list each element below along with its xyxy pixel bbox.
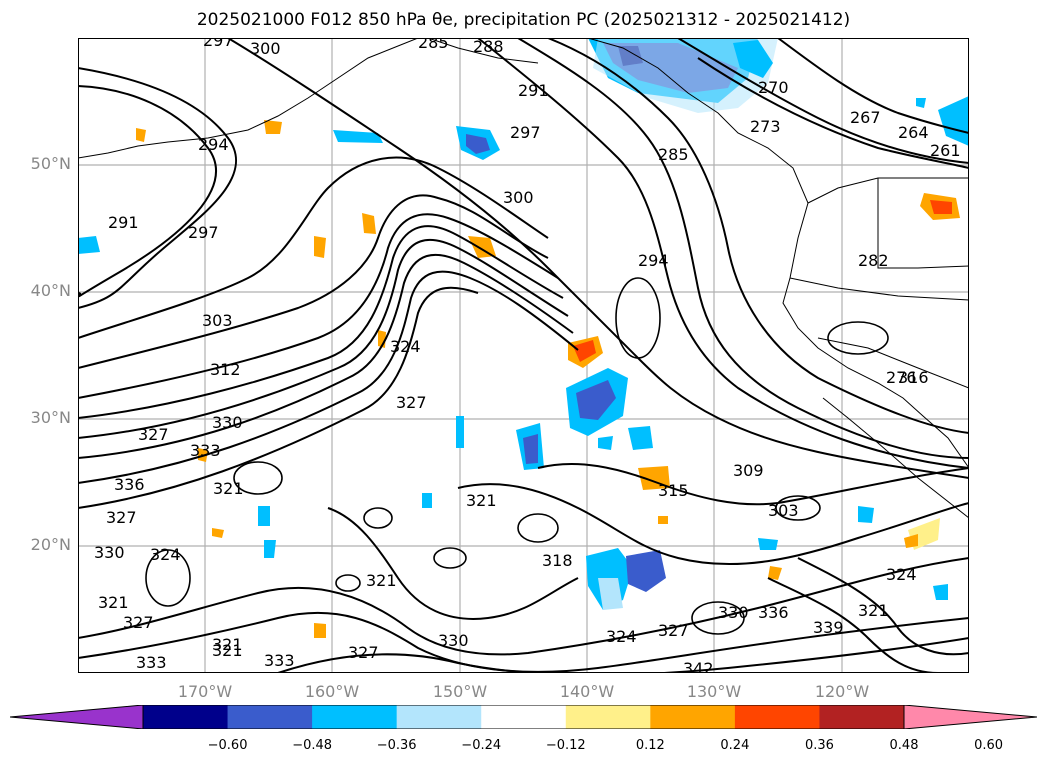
svg-text:333: 333 (190, 441, 221, 460)
svg-text:321: 321 (212, 635, 243, 654)
svg-text:312: 312 (210, 360, 241, 379)
svg-text:261: 261 (930, 141, 961, 160)
svg-text:327: 327 (106, 508, 137, 527)
svg-text:324: 324 (390, 337, 421, 356)
svg-text:285: 285 (418, 38, 449, 52)
lon-label-120w: 120°W (814, 682, 870, 701)
svg-text:276: 276 (886, 368, 917, 387)
lat-label-40n: 40°N (30, 281, 71, 300)
colorbar-tick-label: 0.60 (974, 738, 1004, 753)
colorbar-segment (565, 705, 651, 729)
colorbar-segment (734, 705, 820, 729)
svg-text:291: 291 (108, 213, 139, 232)
svg-text:303: 303 (202, 311, 233, 330)
svg-text:336: 336 (114, 475, 145, 494)
svg-text:330: 330 (94, 543, 125, 562)
colorbar-extend-min (10, 705, 144, 729)
colorbar-segment (312, 705, 398, 729)
lon-label-170w: 170°W (177, 682, 233, 701)
svg-text:333: 333 (136, 653, 167, 672)
lat-label-20n: 20°N (30, 535, 71, 554)
lon-label-160w: 160°W (304, 682, 360, 701)
theta-e-contours (78, 38, 969, 673)
svg-text:316: 316 (898, 368, 929, 387)
svg-text:336: 336 (758, 603, 789, 622)
svg-text:321: 321 (98, 593, 129, 612)
colorbar (10, 705, 1037, 729)
svg-text:324: 324 (606, 627, 637, 646)
colorbar-tick-label: 0.48 (889, 738, 919, 753)
svg-text:330: 330 (718, 603, 749, 622)
svg-text:297: 297 (188, 223, 219, 242)
svg-text:321: 321 (213, 479, 244, 498)
svg-text:327: 327 (138, 425, 169, 444)
svg-text:291: 291 (518, 81, 549, 100)
colorbar-tick-label: −0.12 (545, 738, 586, 753)
colorbar-tick-label: −0.60 (207, 738, 248, 753)
svg-text:309: 309 (733, 461, 764, 480)
map-area[interactable]: 297 300 285 288 291 297 294 270 273 264 … (78, 38, 969, 673)
lat-label-30n: 30°N (30, 408, 71, 427)
svg-text:300: 300 (250, 39, 281, 58)
colorbar-tick-label: 0.36 (804, 738, 834, 753)
svg-text:321: 321 (212, 641, 243, 660)
svg-text:327: 327 (396, 393, 427, 412)
svg-text:327: 327 (348, 643, 379, 662)
lat-label-50n: 50°N (30, 154, 71, 173)
colorbar-extend-max (903, 705, 1037, 729)
svg-text:303: 303 (768, 501, 799, 520)
lon-label-130w: 130°W (686, 682, 742, 701)
colorbar-segment (227, 705, 313, 729)
colorbar-tick-label: −0.24 (461, 738, 502, 753)
svg-text:297: 297 (203, 38, 234, 50)
svg-text:315: 315 (658, 481, 689, 500)
svg-text:321: 321 (858, 601, 889, 620)
colorbar-segment (396, 705, 482, 729)
svg-text:321: 321 (466, 491, 497, 510)
coastlines (78, 38, 969, 519)
colorbar-tick-label: 0.12 (635, 738, 665, 753)
svg-text:324: 324 (150, 545, 181, 564)
colorbar-segment (481, 705, 567, 729)
colorbar-segment (819, 705, 905, 729)
svg-text:300: 300 (503, 188, 534, 207)
lon-label-150w: 150°W (432, 682, 488, 701)
small-contours (145, 277, 889, 635)
svg-text:264: 264 (898, 123, 929, 142)
svg-text:330: 330 (212, 413, 243, 432)
svg-text:318: 318 (542, 551, 573, 570)
contour-labels: 297 300 285 288 291 297 294 270 273 264 … (94, 38, 961, 673)
map-svg: 297 300 285 288 291 297 294 270 273 264 … (78, 38, 969, 673)
svg-text:333: 333 (264, 651, 295, 670)
colorbar-tick-label: 0.24 (720, 738, 750, 753)
svg-text:294: 294 (638, 251, 669, 270)
svg-text:330: 330 (438, 631, 469, 650)
svg-text:321: 321 (366, 571, 397, 590)
svg-text:297: 297 (510, 123, 541, 142)
svg-text:324: 324 (886, 565, 917, 584)
precipitation-shading (78, 38, 969, 638)
svg-text:342: 342 (683, 659, 714, 673)
svg-text:327: 327 (658, 621, 689, 640)
svg-text:273: 273 (750, 117, 781, 136)
colorbar-segment (650, 705, 736, 729)
colorbar-tick-label: −0.36 (376, 738, 417, 753)
svg-text:270: 270 (758, 78, 789, 97)
lon-label-140w: 140°W (559, 682, 615, 701)
svg-text:339: 339 (813, 618, 844, 637)
svg-text:288: 288 (473, 38, 504, 56)
svg-text:267: 267 (850, 108, 881, 127)
svg-text:285: 285 (658, 145, 689, 164)
svg-text:282: 282 (858, 251, 889, 270)
map-title: 2025021000 F012 850 hPa θe, precipitatio… (196, 10, 851, 30)
svg-text:294: 294 (198, 135, 229, 154)
svg-text:327: 327 (123, 613, 154, 632)
colorbar-tick-label: −0.48 (292, 738, 333, 753)
colorbar-segment (143, 705, 229, 729)
